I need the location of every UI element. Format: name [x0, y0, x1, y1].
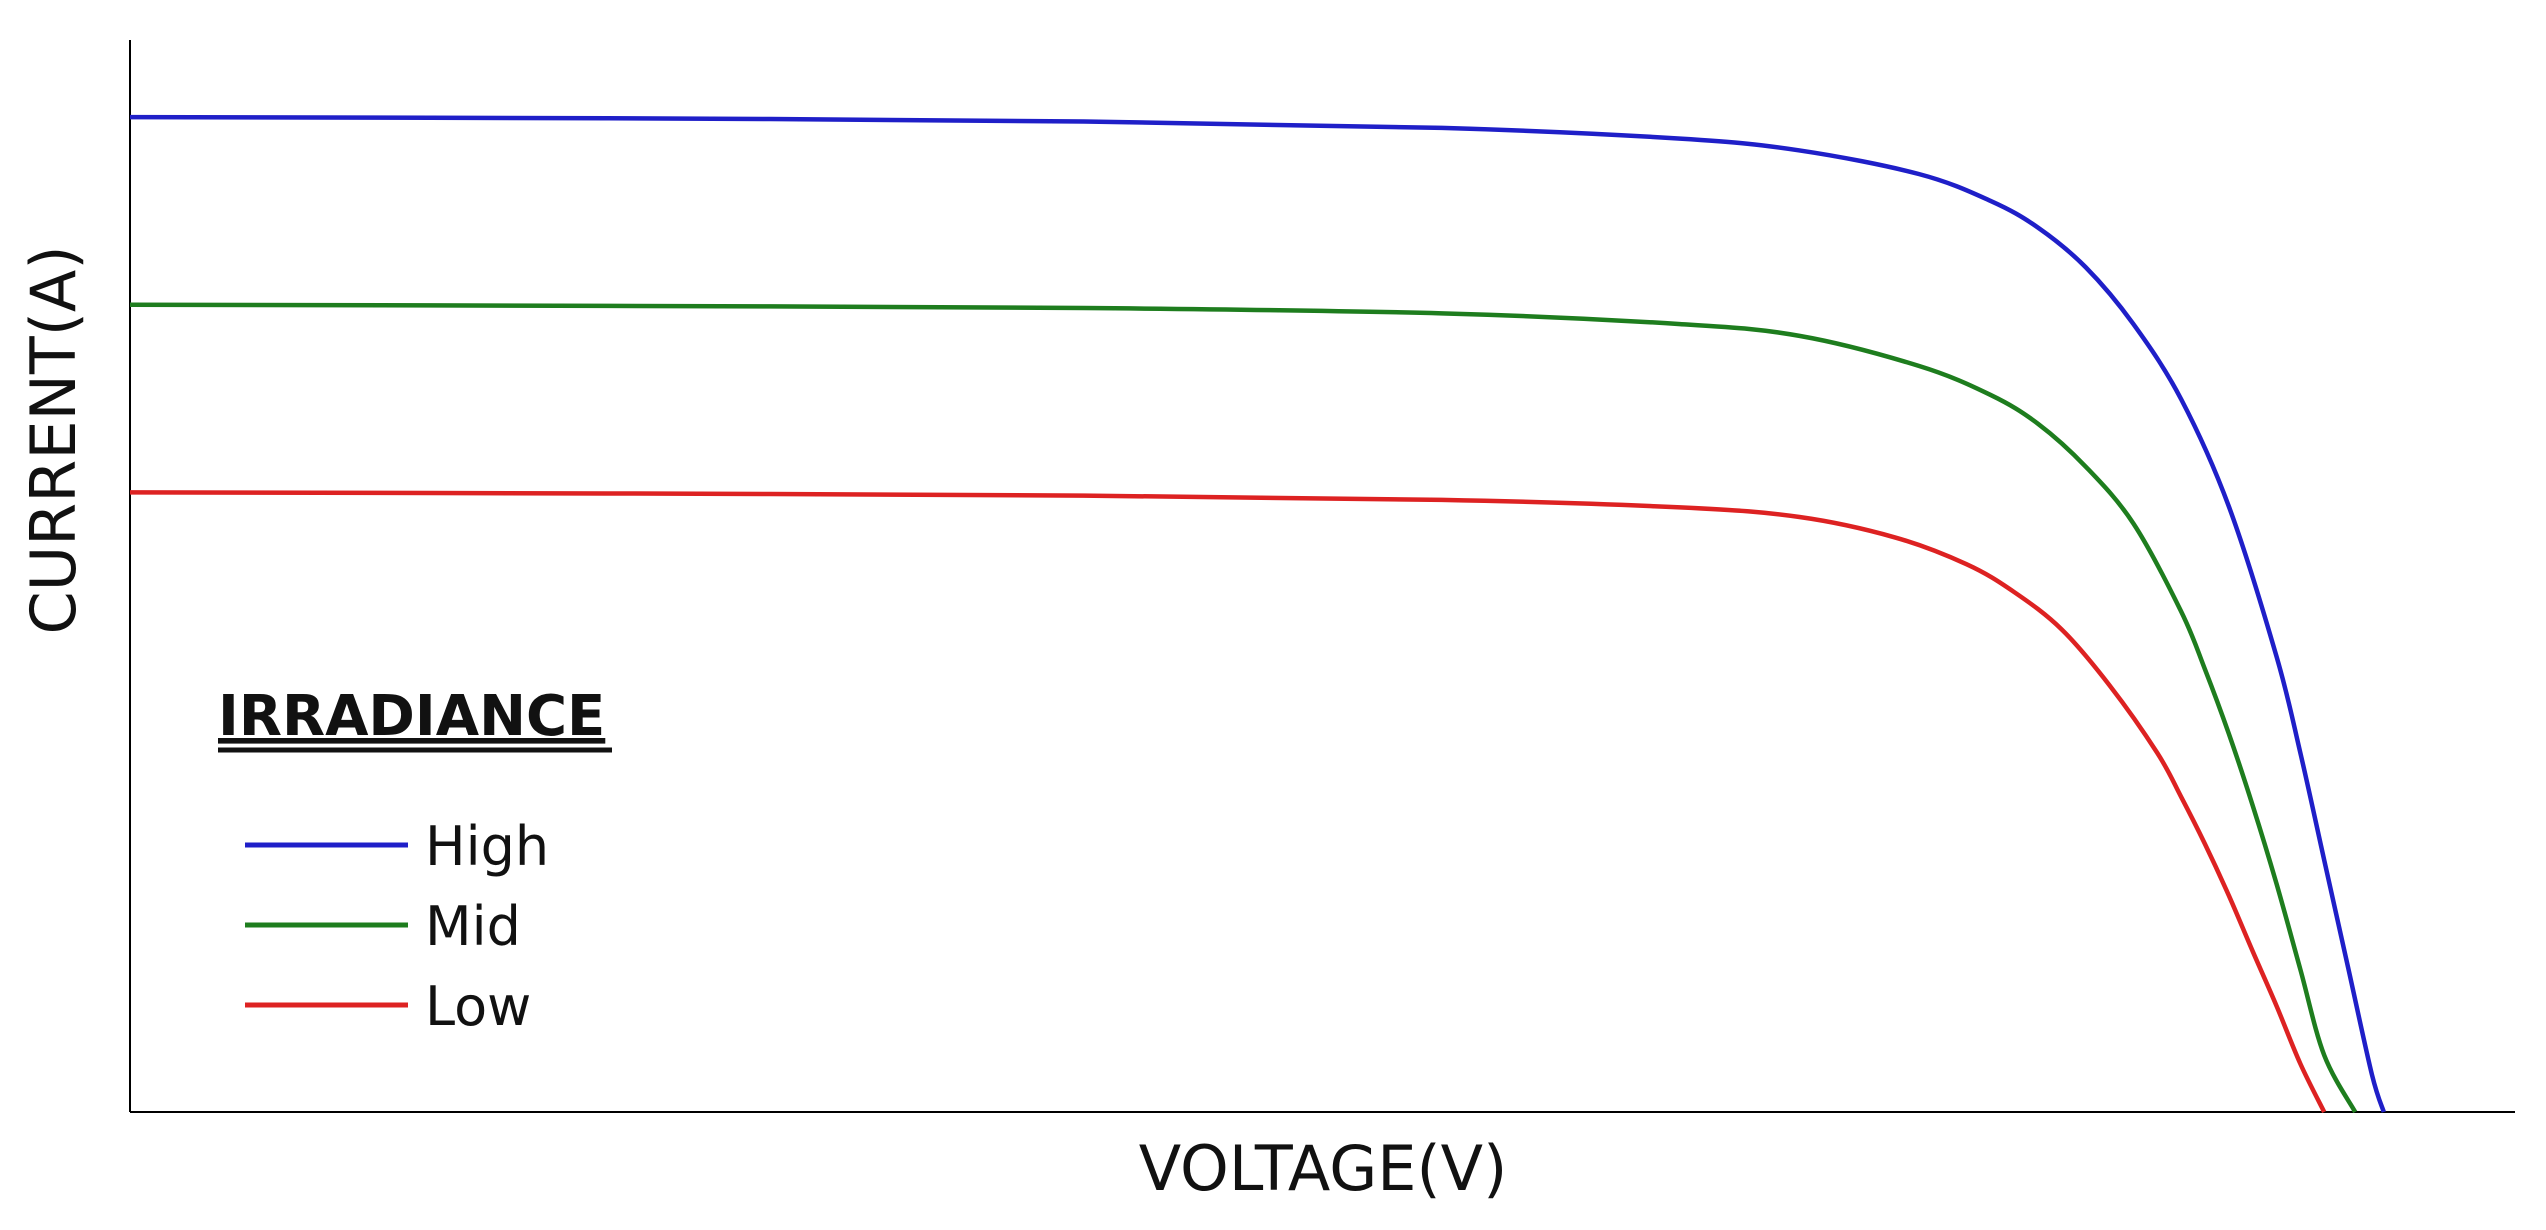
series-line-mid [129, 302, 2358, 1114]
legend-title: IRRADIANCE [218, 684, 605, 749]
x-axis-label: VOLTAGE(V) [1139, 1132, 1508, 1205]
legend-label-low: Low [425, 975, 531, 1038]
series-group [129, 114, 2386, 1114]
legend-label-mid: Mid [425, 895, 521, 958]
series-line-low [129, 490, 2327, 1113]
legend-items: High Mid Low [245, 815, 549, 1038]
y-axis-label: CURRENT(A) [17, 245, 90, 634]
series-line-high [129, 114, 2386, 1113]
legend: IRRADIANCE High Mid Low [218, 684, 612, 1038]
legend-label-high: High [425, 815, 549, 878]
